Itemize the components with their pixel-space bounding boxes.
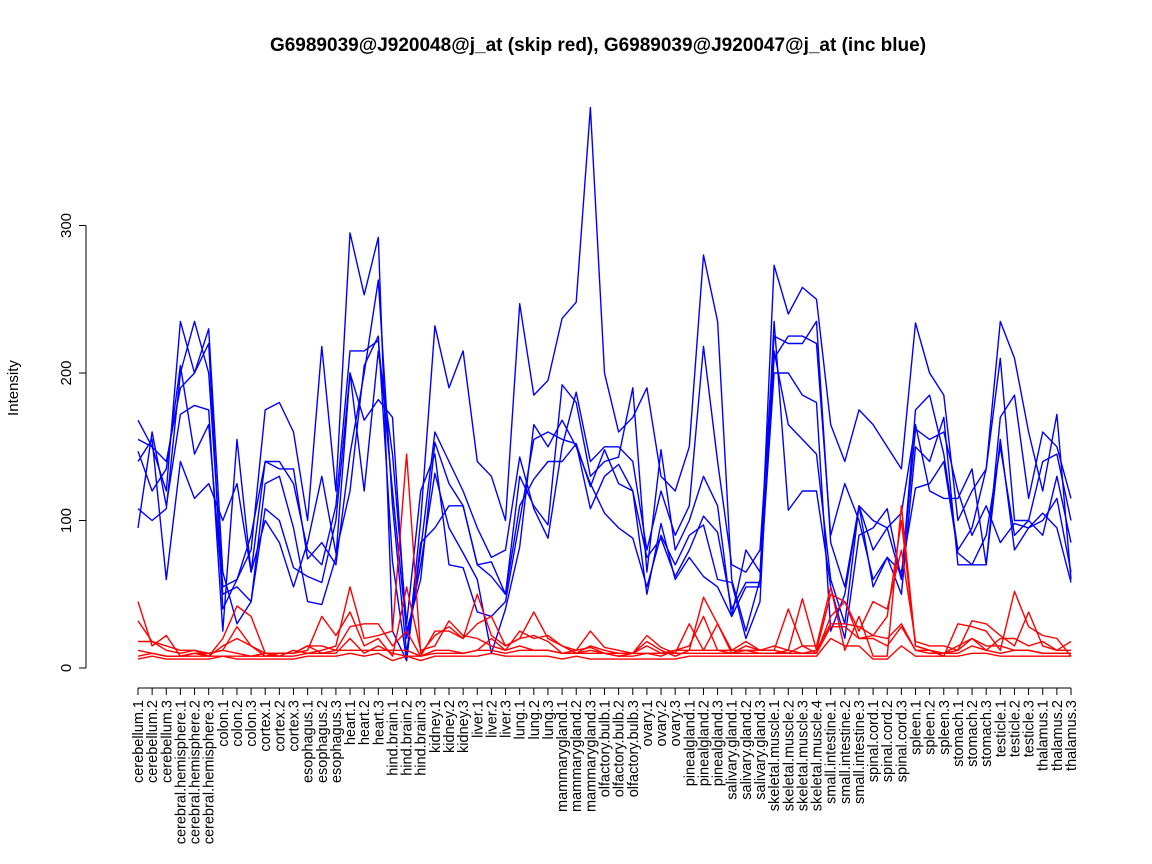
x-tick-label: spleen.3 (937, 700, 953, 755)
y-tick-label: 0 (58, 664, 75, 672)
x-tick-label: ovary.1 (640, 700, 656, 746)
x-tick-label: stomach.1 (951, 700, 967, 767)
x-tick-label: lung.1 (513, 700, 529, 740)
x-tick-label: liver.1 (470, 700, 486, 738)
series-layer (137, 106, 1072, 662)
x-tick-label: hind.brain.3 (414, 700, 430, 776)
x-tick-label: small.intestine.3 (852, 700, 868, 804)
chart-title: G6989039@J920048@j_at (skip red), G69890… (270, 35, 926, 56)
series-line-12 (137, 637, 1071, 662)
x-tick-label: testicle.3 (1022, 700, 1038, 757)
x-tick-label: heart.2 (357, 700, 373, 745)
x-tick-label: thalamus.1 (1036, 700, 1052, 771)
x-tick-label: skeletal.muscle.4 (810, 700, 826, 811)
x-tick-label: colon.3 (244, 700, 260, 747)
x-tick-label: hind.brain.2 (400, 700, 416, 776)
x-tick-label: skeletal.muscle.1 (767, 700, 783, 811)
x-tick-label: liver.2 (484, 700, 500, 738)
x-tick-label: colon.1 (216, 700, 232, 747)
x-tick-label: salivary.gland.3 (753, 700, 769, 800)
x-tick-label: skeletal.muscle.3 (795, 700, 811, 811)
x-tick-label: kidney.2 (442, 700, 458, 753)
x-tick-label: cerebral.hemisphere.3 (202, 700, 218, 844)
x-tick-label: ovary.3 (668, 700, 684, 746)
x-tick-label: mammarygland.3 (583, 700, 599, 812)
x-tick-label: salivary.gland.2 (739, 700, 755, 800)
x-tick-label: cortex.1 (258, 700, 274, 752)
x-tick-label: stomach.3 (979, 700, 995, 767)
x-tick-label: small.intestine.2 (838, 700, 854, 804)
x-tick-label: mammarygland.2 (569, 700, 585, 812)
x-tick-label: kidney.1 (428, 700, 444, 753)
x-tick-label: heart.3 (371, 700, 387, 745)
x-tick-label: lung.3 (541, 700, 557, 740)
x-tick-label: olfactory.bulb.3 (626, 700, 642, 797)
x-tick-label: pinealgland.2 (696, 700, 712, 786)
x-tick-label: stomach.2 (965, 700, 981, 767)
series-line-1 (137, 106, 1072, 662)
series-line-6 (137, 320, 1072, 654)
x-tick-label: colon.2 (230, 700, 246, 747)
x-tick-label: esophagus.1 (301, 700, 317, 783)
x-tick-label: esophagus.2 (315, 700, 331, 783)
x-tick-label: cortex.2 (272, 700, 288, 752)
x-tick-label: lung.2 (527, 700, 543, 740)
x-tick-label: spleen.2 (923, 700, 939, 755)
series-line-8 (137, 549, 1071, 657)
x-tick-label: cerebral.hemisphere.1 (173, 700, 189, 844)
series-line-4 (137, 335, 1072, 662)
series-line-11 (137, 626, 1071, 657)
y-axis: 0 100 200 300 (58, 213, 87, 672)
y-tick-label: 100 (58, 508, 75, 533)
series-line-2 (137, 279, 1072, 654)
x-tick-label: thalamus.2 (1050, 700, 1066, 771)
x-tick-label: skeletal.muscle.2 (781, 700, 797, 811)
x-tick-label: pinealgland.1 (682, 700, 698, 786)
x-tick-label: spinal.cord.2 (880, 700, 896, 782)
x-tick-label: cerebellum.2 (145, 700, 161, 783)
x-tick-label: olfactory.bulb.1 (598, 700, 614, 797)
x-tick-label: cortex.3 (287, 700, 303, 752)
x-tick-label: salivary.gland.1 (725, 700, 741, 800)
x-tick-label: spinal.cord.3 (894, 700, 910, 782)
x-tick-label: cerebellum.3 (159, 700, 175, 783)
y-tick-label: 300 (58, 213, 75, 238)
x-tick-label: heart.1 (343, 700, 359, 745)
x-tick-label: hind.brain.1 (385, 700, 401, 776)
x-tick-label: spleen.1 (909, 700, 925, 755)
y-tick-label: 200 (58, 360, 75, 385)
x-tick-label: olfactory.bulb.2 (612, 700, 628, 797)
x-tick-label: mammarygland.1 (555, 700, 571, 812)
x-tick-label: spinal.cord.1 (866, 700, 882, 782)
x-tick-label: ovary.2 (654, 700, 670, 746)
x-tick-label: thalamus.3 (1064, 700, 1080, 771)
x-tick-label: testicle.2 (1007, 700, 1023, 757)
series-line-5 (137, 328, 1072, 625)
series-line-3 (137, 335, 1072, 632)
y-axis-label: Intensity (5, 360, 22, 416)
x-tick-label: testicle.1 (993, 700, 1009, 757)
x-tick-label: kidney.3 (456, 700, 472, 753)
x-axis: cerebellum.1cerebellum.2cerebellum.3cere… (131, 687, 1080, 844)
x-tick-label: cerebral.hemisphere.2 (188, 700, 204, 844)
x-tick-label: liver.3 (499, 700, 515, 738)
series-line-7 (137, 453, 1072, 657)
x-tick-label: esophagus.3 (329, 700, 345, 783)
x-tick-label: pinealgland.3 (711, 700, 727, 786)
x-tick-label: small.intestine.1 (824, 700, 840, 804)
x-tick-label: cerebellum.1 (131, 700, 147, 783)
